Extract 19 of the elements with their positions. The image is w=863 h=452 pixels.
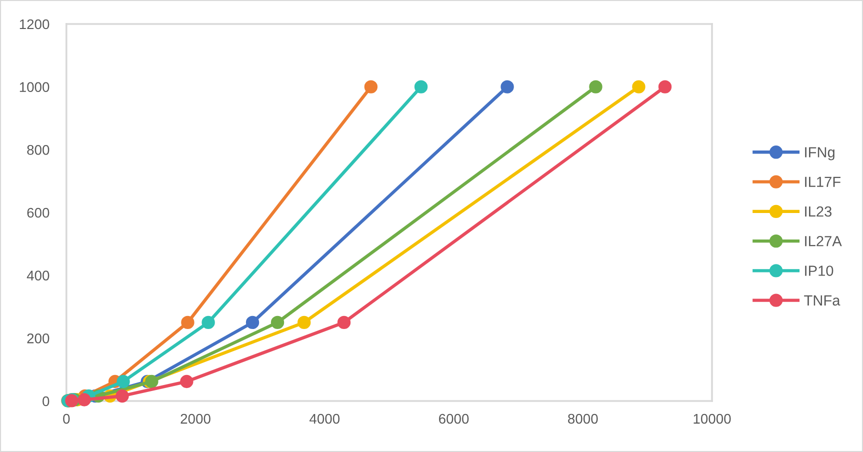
legend-label: IP10 [805, 266, 834, 276]
legend-label: IL27A [805, 236, 842, 246]
x-tick-label: 4000 [310, 414, 340, 424]
y-tick-label: 200 [27, 334, 50, 344]
y-tick-label: 800 [27, 145, 50, 155]
x-tick-label: 10000 [694, 414, 731, 424]
y-tick-label: 1200 [20, 19, 50, 30]
y-tick-label: 1000 [20, 82, 50, 92]
y-tick-label: 600 [27, 208, 50, 218]
x-tick-label: 2000 [180, 414, 210, 424]
x-tick-label: 8000 [568, 414, 598, 424]
x-tick-label: 0 [63, 414, 70, 424]
legend-label: IFNg [805, 147, 834, 160]
y-tick-label: 0 [42, 396, 50, 406]
legend-label: IL23 [805, 206, 832, 217]
x-tick-label: 6000 [439, 414, 469, 424]
legend-label: IL17F [805, 176, 840, 187]
y-tick-label: 400 [26, 270, 50, 281]
legend-label: TNFa [804, 295, 840, 306]
